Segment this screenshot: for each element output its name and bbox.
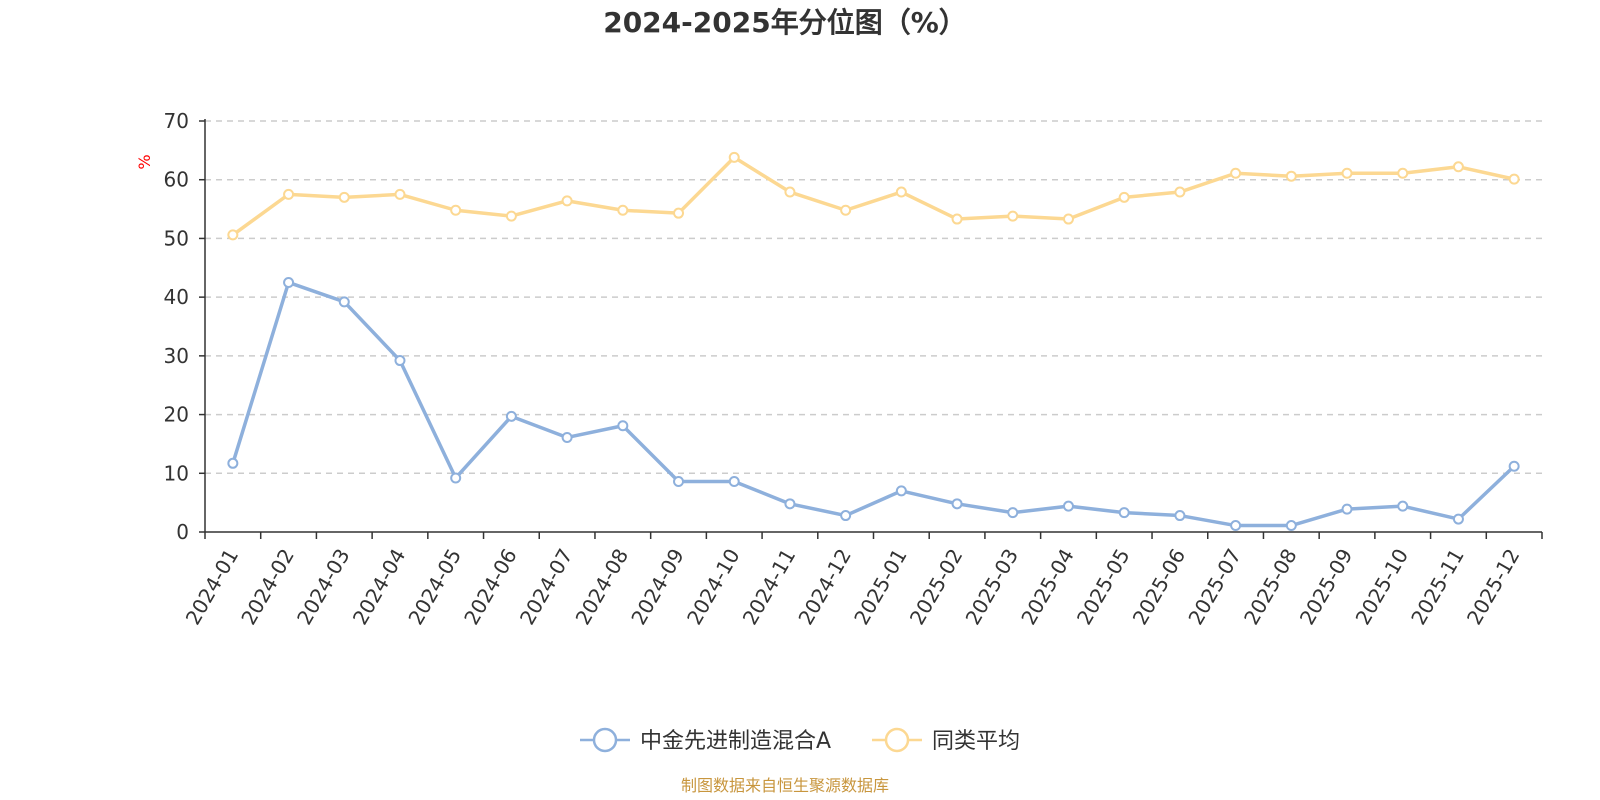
x-tick-label: 2025-05 xyxy=(1072,545,1135,629)
x-tick-label: 2024-10 xyxy=(682,545,745,629)
x-tick-label: 2025-04 xyxy=(1016,545,1079,629)
data-point[interactable] xyxy=(1454,162,1463,171)
y-tick-label: 10 xyxy=(164,461,189,485)
axes xyxy=(199,119,1542,539)
data-point[interactable] xyxy=(507,212,516,221)
data-point[interactable] xyxy=(1343,505,1352,514)
legend-marker-icon xyxy=(594,729,616,751)
data-point[interactable] xyxy=(228,230,237,239)
y-tick-labels: 0 10 20 30 40 50 60 70 xyxy=(164,109,189,544)
data-point[interactable] xyxy=(507,412,516,421)
data-point[interactable] xyxy=(841,206,850,215)
x-tick-label: 2024-05 xyxy=(403,545,466,629)
data-source-note: 制图数据来自恒生聚源数据库 xyxy=(681,776,889,795)
legend-label: 同类平均 xyxy=(932,729,1020,754)
data-point[interactable] xyxy=(897,188,906,197)
x-tick-label: 2024-01 xyxy=(181,545,244,629)
data-point[interactable] xyxy=(618,421,627,430)
x-tick-label: 2024-08 xyxy=(571,545,634,629)
data-point[interactable] xyxy=(340,193,349,202)
x-tick-label: 2025-08 xyxy=(1239,545,1302,629)
data-point[interactable] xyxy=(1008,508,1017,517)
legend-item-0[interactable]: 中金先进制造混合A xyxy=(580,729,831,754)
data-point[interactable] xyxy=(451,473,460,482)
data-point[interactable] xyxy=(1008,212,1017,221)
data-point[interactable] xyxy=(1175,188,1184,197)
data-point[interactable] xyxy=(730,153,739,162)
y-tick-label: 0 xyxy=(176,520,189,544)
data-point[interactable] xyxy=(340,297,349,306)
data-point[interactable] xyxy=(395,190,404,199)
x-tick-label: 2024-11 xyxy=(738,545,801,629)
chart-title: 2024-2025年分位图（%） xyxy=(603,6,967,39)
series-line-1 xyxy=(233,157,1514,235)
series-group xyxy=(228,153,1518,530)
data-point[interactable] xyxy=(563,433,572,442)
x-tick-label: 2024-12 xyxy=(793,545,856,629)
y-tick-label: 60 xyxy=(164,168,189,192)
data-point[interactable] xyxy=(1398,502,1407,511)
data-point[interactable] xyxy=(618,206,627,215)
x-tick-labels: 2024-012024-022024-032024-042024-052024-… xyxy=(181,545,1525,629)
data-point[interactable] xyxy=(1120,508,1129,517)
x-tick-label: 2024-06 xyxy=(459,545,522,629)
data-point[interactable] xyxy=(1510,175,1519,184)
x-tick-label: 2025-09 xyxy=(1295,545,1358,629)
data-point[interactable] xyxy=(1343,169,1352,178)
series-line-0 xyxy=(233,282,1514,525)
data-point[interactable] xyxy=(451,206,460,215)
data-point[interactable] xyxy=(1175,511,1184,520)
legend-item-1[interactable]: 同类平均 xyxy=(872,729,1020,754)
data-point[interactable] xyxy=(897,486,906,495)
data-point[interactable] xyxy=(1231,169,1240,178)
x-tick-label: 2024-02 xyxy=(236,545,299,629)
legend-marker-icon xyxy=(886,729,908,751)
data-point[interactable] xyxy=(953,499,962,508)
x-tick-label: 2025-03 xyxy=(961,545,1024,629)
data-point[interactable] xyxy=(395,356,404,365)
data-point[interactable] xyxy=(1064,215,1073,224)
data-point[interactable] xyxy=(1287,172,1296,181)
data-point[interactable] xyxy=(1231,521,1240,530)
data-point[interactable] xyxy=(674,209,683,218)
x-tick-label: 2024-07 xyxy=(515,545,578,629)
legend[interactable]: 中金先进制造混合A 同类平均 xyxy=(580,729,1020,754)
x-tick-label: 2025-07 xyxy=(1183,545,1246,629)
data-point[interactable] xyxy=(785,188,794,197)
data-point[interactable] xyxy=(284,278,293,287)
data-point[interactable] xyxy=(1454,515,1463,524)
data-point[interactable] xyxy=(1287,521,1296,530)
data-point[interactable] xyxy=(785,499,794,508)
data-point[interactable] xyxy=(1064,502,1073,511)
x-tick-label: 2025-06 xyxy=(1128,545,1191,629)
x-tick-label: 2025-02 xyxy=(905,545,968,629)
data-point[interactable] xyxy=(284,190,293,199)
y-tick-label: 40 xyxy=(164,285,189,309)
data-point[interactable] xyxy=(1510,462,1519,471)
data-point[interactable] xyxy=(1120,193,1129,202)
data-point[interactable] xyxy=(730,477,739,486)
data-point[interactable] xyxy=(1398,169,1407,178)
x-tick-label: 2024-04 xyxy=(348,545,411,629)
x-tick-label: 2025-12 xyxy=(1462,545,1525,629)
y-tick-label: 70 xyxy=(164,109,189,133)
x-tick-label: 2025-11 xyxy=(1406,545,1469,629)
data-point[interactable] xyxy=(953,215,962,224)
x-tick-label: 2024-03 xyxy=(292,545,355,629)
y-tick-label: 30 xyxy=(164,344,189,368)
y-tick-label: 20 xyxy=(164,403,189,427)
data-point[interactable] xyxy=(563,196,572,205)
data-point[interactable] xyxy=(228,459,237,468)
x-tick-label: 2025-01 xyxy=(849,545,912,629)
y-tick-label: 50 xyxy=(164,226,189,250)
legend-label: 中金先进制造混合A xyxy=(640,729,831,754)
data-point[interactable] xyxy=(841,511,850,520)
line-chart: 2024-2025年分位图（%） % 0 10 20 30 40 50 60 70 2024-… xyxy=(0,0,1600,800)
data-point[interactable] xyxy=(674,477,683,486)
x-tick-label: 2025-10 xyxy=(1350,545,1413,629)
x-tick-label: 2024-09 xyxy=(626,545,689,629)
y-axis-label: % xyxy=(135,154,154,169)
